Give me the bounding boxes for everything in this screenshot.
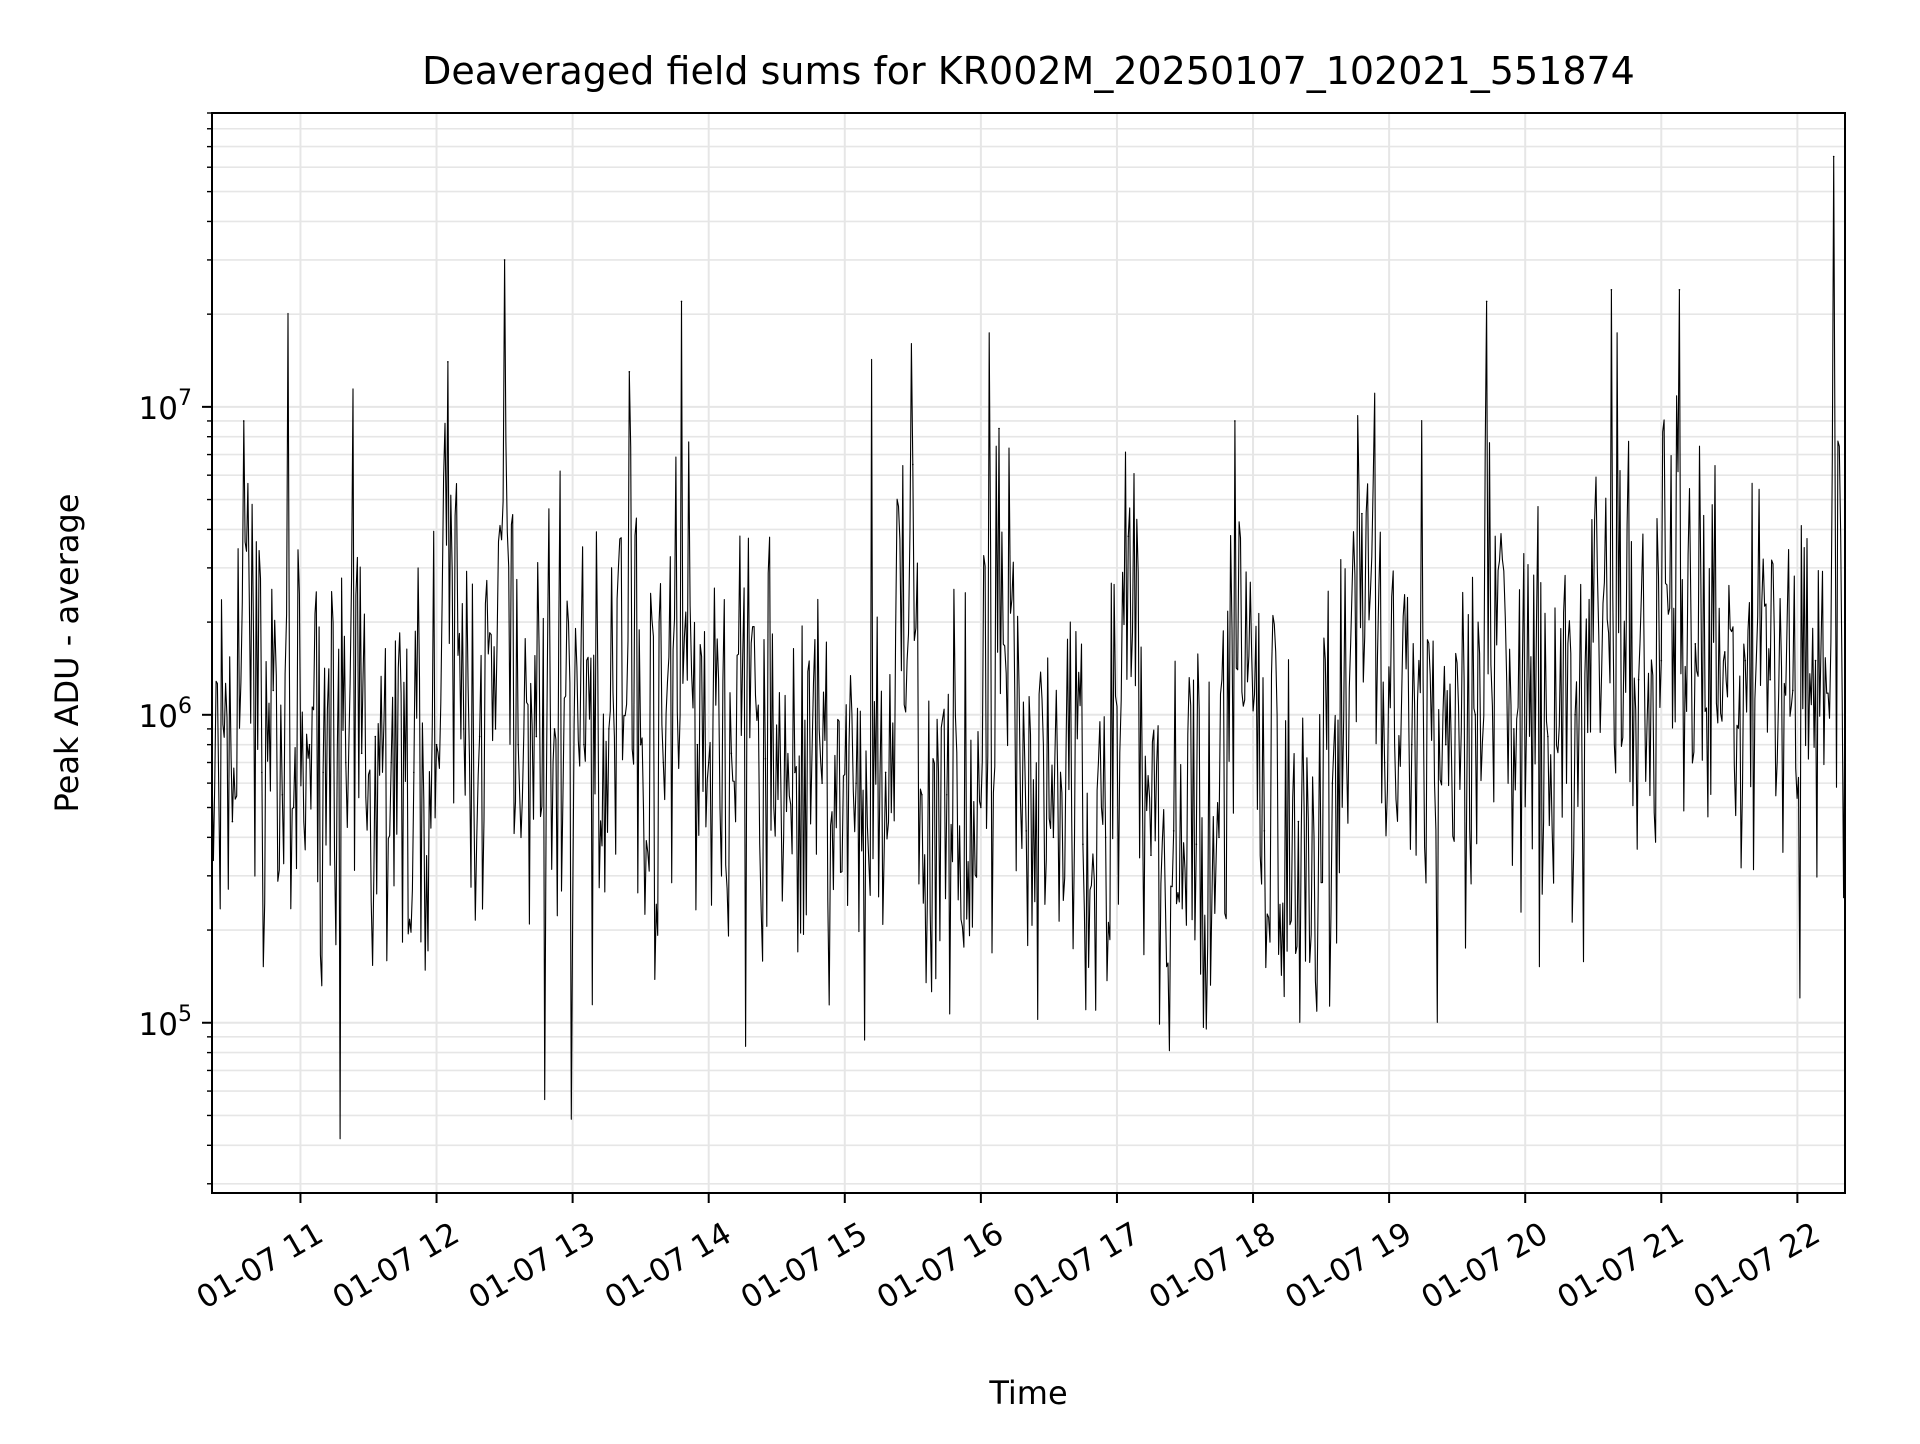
y-tick-mantissa: 10 <box>139 391 178 427</box>
data-point <box>1025 830 1028 832</box>
data-point <box>1445 743 1447 746</box>
data-point <box>242 420 245 422</box>
data-point <box>608 728 610 730</box>
y-tick-label: 106 <box>139 694 192 735</box>
data-point <box>1361 512 1363 515</box>
data-point <box>998 427 1000 430</box>
data-point <box>1769 678 1771 681</box>
data-point <box>272 689 275 692</box>
data-point <box>1660 659 1663 662</box>
chart-title: Deaveraged field sums for KR002M_2025010… <box>422 49 1635 93</box>
data-point <box>764 757 767 760</box>
data-point <box>1574 714 1576 716</box>
data-point <box>884 771 887 774</box>
data-point <box>639 743 642 746</box>
data-point <box>1610 288 1613 291</box>
y-tick-mantissa: 10 <box>139 1007 178 1043</box>
data-point <box>517 743 519 746</box>
y-axis-label: Peak ADU - average <box>48 494 86 813</box>
data-point <box>1297 820 1300 823</box>
data-point <box>1678 288 1681 291</box>
data-point <box>1195 843 1198 846</box>
data-point <box>308 743 311 746</box>
data-point <box>462 728 465 730</box>
data-point <box>390 761 392 764</box>
data-layer <box>211 155 1846 1140</box>
data-point <box>1172 830 1175 832</box>
series-line <box>211 155 1846 1140</box>
data-point <box>281 793 284 796</box>
data-point <box>1331 782 1334 784</box>
data-point <box>1127 535 1130 538</box>
data-point <box>231 820 234 823</box>
data-point <box>696 743 699 746</box>
data-point <box>535 735 538 738</box>
data-point <box>794 771 796 774</box>
data-point <box>628 370 631 373</box>
data-point <box>680 300 683 303</box>
data-point <box>360 752 363 755</box>
y-tick-label: 105 <box>139 1002 192 1043</box>
data-point <box>494 728 497 730</box>
data-point <box>1383 761 1386 764</box>
x-axis-label: Time <box>988 1374 1067 1412</box>
data-point <box>662 761 665 764</box>
data-point <box>1485 300 1488 303</box>
y-tick-exponent: 7 <box>178 386 192 411</box>
data-point <box>261 771 263 774</box>
data-point <box>583 743 585 746</box>
data-point <box>1150 854 1152 857</box>
data-point <box>1694 643 1697 645</box>
data-point <box>1082 843 1084 846</box>
data-point <box>1052 836 1055 839</box>
tick-marks <box>202 112 1799 1203</box>
data-point <box>1234 420 1236 422</box>
data-point <box>345 761 347 764</box>
data-point <box>1513 728 1515 730</box>
plot-frame <box>211 112 1846 1194</box>
data-point <box>1637 678 1640 681</box>
data-point <box>1744 659 1747 662</box>
data-point <box>1814 659 1817 662</box>
data-point <box>707 761 710 764</box>
y-tick-exponent: 6 <box>178 694 192 719</box>
data-point <box>553 728 556 730</box>
data-point <box>374 735 377 738</box>
data-point <box>1832 155 1835 158</box>
data-point <box>730 752 733 755</box>
data-point <box>447 361 449 363</box>
data-point <box>1547 735 1549 738</box>
data-point <box>413 771 415 774</box>
y-tick-mantissa: 10 <box>139 699 178 735</box>
data-point <box>921 793 923 796</box>
data-point <box>1218 836 1220 839</box>
data-point <box>1792 689 1794 692</box>
data-point <box>1263 830 1266 832</box>
y-tick-label: 107 <box>139 386 192 427</box>
data-point <box>912 463 914 466</box>
data-point <box>1474 714 1477 716</box>
data-point <box>821 782 823 784</box>
data-point <box>1104 836 1107 839</box>
data-point <box>1723 651 1726 653</box>
data-point <box>855 782 857 784</box>
data-point <box>322 771 324 774</box>
y-tick-exponent: 5 <box>178 1002 192 1027</box>
data-point <box>478 735 481 738</box>
data-point <box>503 259 506 261</box>
data-point <box>1411 743 1413 746</box>
data-point <box>435 743 438 746</box>
data-point <box>292 806 295 809</box>
data-point <box>946 793 948 796</box>
data-point <box>980 806 982 809</box>
